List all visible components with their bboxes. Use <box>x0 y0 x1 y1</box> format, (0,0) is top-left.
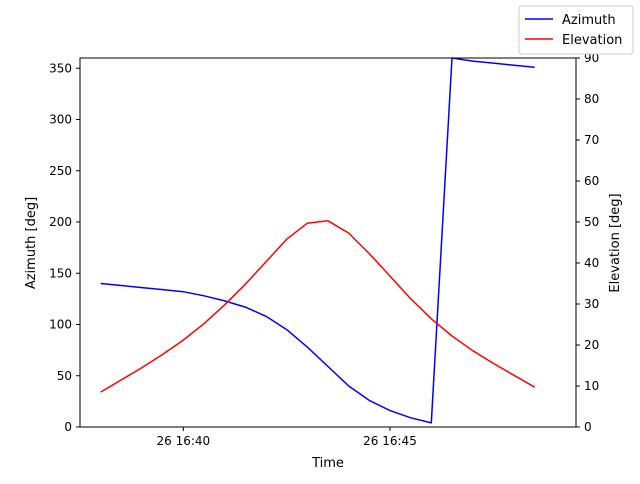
right-y-tick-label: 20 <box>584 338 599 352</box>
legend-box <box>518 5 634 55</box>
left-y-tick-label: 300 <box>49 113 72 127</box>
right-y-tick-label: 30 <box>584 297 599 311</box>
legend-label-elevation: Elevation <box>562 33 622 48</box>
left-y-tick-label: 50 <box>57 369 72 383</box>
right-y-tick-label: 0 <box>584 420 592 434</box>
plot-lines <box>100 57 536 424</box>
plot-frame <box>79 57 577 428</box>
left-y-axis-ticks: 0 50 100 150 200 250 300 350 <box>49 61 80 434</box>
right-y-tick-label: 50 <box>584 215 599 229</box>
left-y-tick-label: 150 <box>49 266 72 280</box>
right-y-tick-label: 60 <box>584 174 599 188</box>
x-axis-label: Time <box>311 456 344 471</box>
left-y-axis-label: Azimuth [deg] <box>24 197 39 289</box>
right-y-axis-label: Elevation [deg] <box>608 193 623 292</box>
series-line-azimuth <box>100 57 535 424</box>
right-y-tick-label: 10 <box>584 379 599 393</box>
legend-label-azimuth: Azimuth <box>562 13 616 28</box>
x-axis-ticks: 26 16:40 26 16:45 <box>156 427 417 448</box>
right-y-tick-label: 70 <box>584 133 599 147</box>
right-y-tick-label: 40 <box>584 256 599 270</box>
left-y-tick-label: 0 <box>64 420 72 434</box>
left-y-tick-label: 350 <box>49 61 72 75</box>
x-tick-label: 26 16:45 <box>363 434 417 448</box>
x-tick-label: 26 16:40 <box>156 434 210 448</box>
series-line-elevation <box>100 220 536 393</box>
left-y-tick-label: 100 <box>49 318 72 332</box>
right-y-tick-label: 80 <box>584 92 599 106</box>
legend: Azimuth Elevation <box>518 5 634 55</box>
left-y-tick-label: 250 <box>49 164 72 178</box>
left-y-tick-label: 200 <box>49 215 72 229</box>
